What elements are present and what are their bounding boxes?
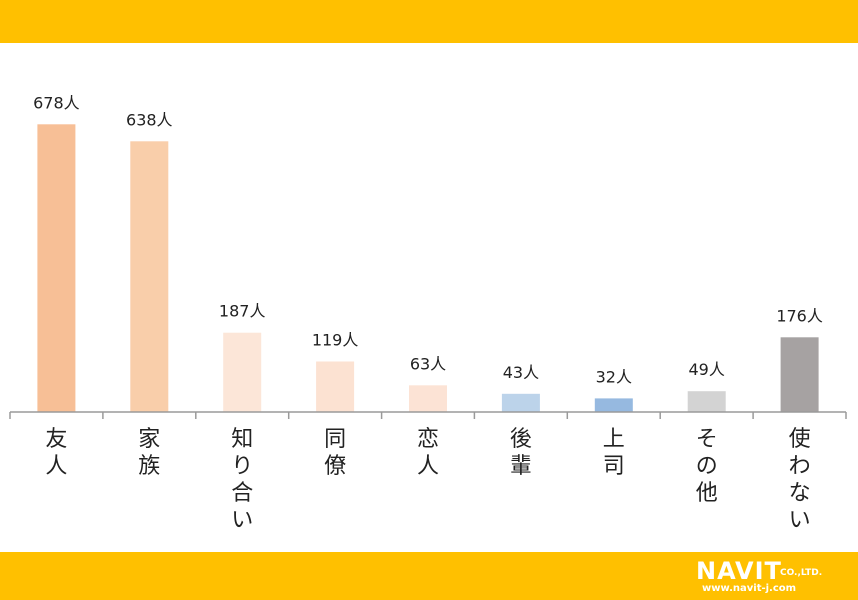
logo-url: www.navit-j.com <box>702 583 797 594</box>
bar-9 <box>780 337 819 412</box>
bar-4 <box>316 361 355 412</box>
category-label-4-char-1: 同 <box>324 427 346 452</box>
category-label-6-char-1: 後 <box>510 427 532 452</box>
category-label-9-char-2: わ <box>789 454 811 479</box>
category-label-2-char-2: 族 <box>138 454 160 479</box>
category-label-7-char-2: 司 <box>603 454 625 479</box>
category-label-9-char-4: い <box>789 508 811 533</box>
value-label-5: 63人 <box>410 354 446 373</box>
category-label-3-char-2: り <box>231 454 253 479</box>
bar-2 <box>130 141 169 413</box>
category-label-4-char-2: 僚 <box>324 454 346 479</box>
category-label-3-char-3: 合 <box>231 481 253 506</box>
bar-3 <box>223 332 262 412</box>
bar-6 <box>501 393 540 412</box>
category-label-3-char-4: い <box>231 508 253 533</box>
logo-name: NAVIT <box>696 557 782 585</box>
category-label-5-char-2: 人 <box>417 454 439 479</box>
logo-suffix: CO.,LTD. <box>780 568 823 578</box>
value-label-4: 119人 <box>312 331 359 350</box>
category-label-1-char-2: 人 <box>45 454 67 479</box>
category-label-6-char-2: 輩 <box>510 454 532 479</box>
bottom-banner <box>0 552 858 600</box>
bar-5 <box>409 385 447 412</box>
value-label-9: 176人 <box>776 306 823 325</box>
bar-1 <box>37 124 76 413</box>
navit-logo: NAVIT CO.,LTD. www.navit-j.com <box>696 559 846 595</box>
value-label-1: 678人 <box>33 93 80 112</box>
bars-layer <box>37 124 819 413</box>
category-label-2-char-1: 家 <box>138 427 160 452</box>
value-label-6: 43人 <box>503 363 539 382</box>
category-label-8-char-3: 他 <box>696 481 718 506</box>
value-label-7: 32人 <box>596 367 632 386</box>
value-label-3: 187人 <box>219 302 266 321</box>
bar-7 <box>594 398 633 412</box>
bar-8 <box>687 391 726 412</box>
value-label-2: 638人 <box>126 110 173 129</box>
category-label-9-char-3: な <box>789 481 811 506</box>
axis-layer <box>9 411 847 419</box>
category-label-8-char-1: そ <box>696 427 718 452</box>
value-labels-layer: 678人 638人 187人 119人 63人 43人 32人 49人 176人 <box>33 93 823 386</box>
category-label-9-char-1: 使 <box>789 427 811 452</box>
category-label-8-char-2: の <box>696 454 718 479</box>
category-label-7-char-1: 上 <box>603 427 625 452</box>
category-label-3-char-1: 知 <box>231 427 253 452</box>
top-banner <box>0 0 858 43</box>
category-label-5-char-1: 恋 <box>417 427 439 452</box>
category-label-1-char-1: 友 <box>45 427 67 452</box>
value-label-8: 49人 <box>689 360 725 379</box>
